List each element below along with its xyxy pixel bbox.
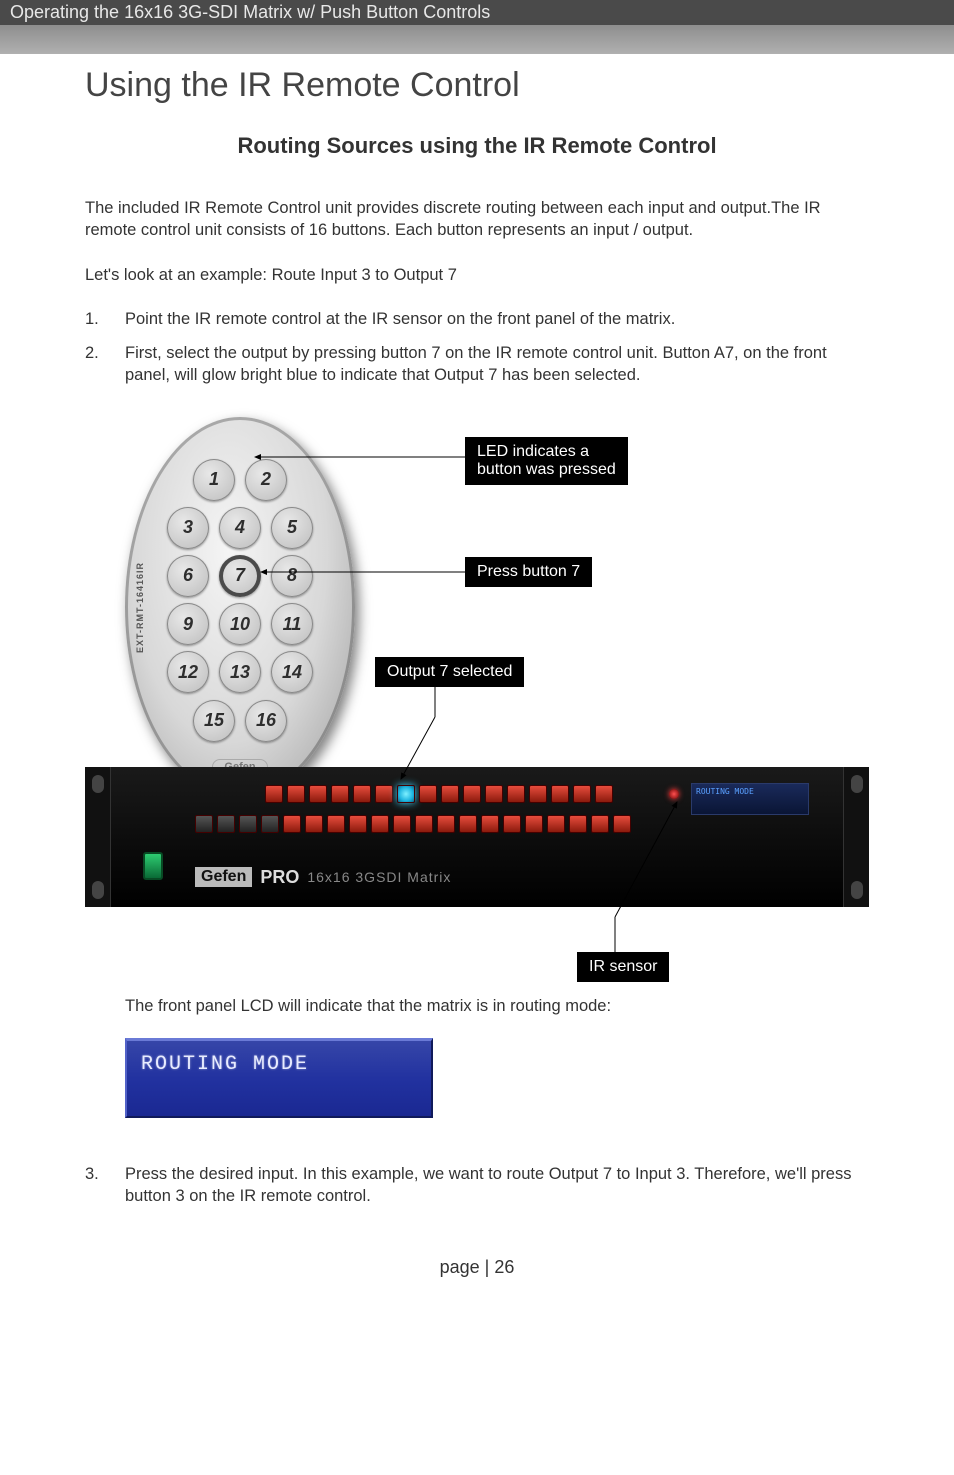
rack-input-led: [349, 815, 367, 833]
remote-button-2: 2: [245, 459, 287, 501]
step-3: 3. Press the desired input. In this exam…: [85, 1163, 869, 1208]
section-heading: Routing Sources using the IR Remote Cont…: [85, 133, 869, 159]
rack-input-led: [393, 815, 411, 833]
rack-output-led: [573, 785, 591, 803]
step-number: 2.: [85, 342, 125, 387]
rack-input-led: [327, 815, 345, 833]
step-text: Point the IR remote control at the IR se…: [125, 308, 869, 330]
rack-output-led: [463, 785, 481, 803]
rack-output-led: [485, 785, 503, 803]
remote-button-8: 8: [271, 555, 313, 597]
rack-output-led: [529, 785, 547, 803]
rack-output-led: [287, 785, 305, 803]
rack-input-led: [437, 815, 455, 833]
rack-input-led: [261, 815, 279, 833]
rack-output-led: [331, 785, 349, 803]
rack-output-led: [309, 785, 327, 803]
rack-lcd: ROUTING MODE: [691, 783, 809, 815]
mounting-hole-icon: [92, 881, 104, 899]
rack-input-led: [239, 815, 257, 833]
step-list-continued: 3. Press the desired input. In this exam…: [85, 1163, 869, 1208]
page-title: Using the IR Remote Control: [0, 54, 954, 105]
rack-input-led: [371, 815, 389, 833]
rack-output-led: [265, 785, 283, 803]
content-area: Routing Sources using the IR Remote Cont…: [0, 133, 954, 1207]
remote-button-4: 4: [219, 507, 261, 549]
lcd-text: ROUTING MODE: [141, 1053, 417, 1076]
page-header: Operating the 16x16 3G-SDI Matrix w/ Pus…: [0, 0, 954, 54]
diagram: EXT-RMT-16416IR 1 2 3 4 5 6 7 8 9: [85, 417, 869, 987]
rack-input-led: [547, 815, 565, 833]
rack-output-led: [551, 785, 569, 803]
rack-input-led: [481, 815, 499, 833]
rack-input-led: [503, 815, 521, 833]
rack-output-led: [441, 785, 459, 803]
remote-button-10: 10: [219, 603, 261, 645]
rack-output-led: [353, 785, 371, 803]
remote-button-1: 1: [193, 459, 235, 501]
remote-button-14: 14: [271, 651, 313, 693]
rack-input-led: [569, 815, 587, 833]
step-list: 1. Point the IR remote control at the IR…: [85, 308, 869, 387]
power-switch-icon: [143, 852, 163, 880]
callout-output7: Output 7 selected: [375, 657, 524, 687]
rack-logo: Gefen PRO 16x16 3GSDI Matrix: [195, 867, 451, 888]
step-text: Press the desired input. In this example…: [125, 1163, 869, 1208]
step-number: 3.: [85, 1163, 125, 1208]
rack-front-panel: ROUTING MODE Gefen PRO 16x16 3GSDI Matri…: [85, 767, 869, 907]
step-text: First, select the output by pressing but…: [125, 342, 869, 387]
remote-button-6: 6: [167, 555, 209, 597]
rack-input-led: [305, 815, 323, 833]
rack-input-row: [195, 815, 631, 833]
rack-output-led: [419, 785, 437, 803]
example-lead: Let's look at an example: Route Input 3 …: [85, 264, 869, 286]
rack-input-led: [415, 815, 433, 833]
rack-output-led: [595, 785, 613, 803]
lcd-note: The front panel LCD will indicate that t…: [125, 997, 869, 1016]
remote-button-9: 9: [167, 603, 209, 645]
remote-button-5: 5: [271, 507, 313, 549]
rack-output-row: [265, 785, 613, 803]
mounting-hole-icon: [851, 881, 863, 899]
step-1: 1. Point the IR remote control at the IR…: [85, 308, 869, 330]
rack-output-led: [375, 785, 393, 803]
rack-input-led: [459, 815, 477, 833]
remote-button-16: 16: [245, 700, 287, 742]
callout-press7: Press button 7: [465, 557, 592, 587]
remote-button-15: 15: [193, 700, 235, 742]
rack-ear-left: [85, 767, 111, 907]
remote-button-7: 7: [219, 555, 261, 597]
step-2: 2. First, select the output by pressing …: [85, 342, 869, 387]
remote-model-label: EXT-RMT-16416IR: [135, 562, 145, 653]
remote-button-12: 12: [167, 651, 209, 693]
rack-output-led: [397, 785, 415, 803]
rack-input-led: [525, 815, 543, 833]
lcd-panel: ROUTING MODE: [125, 1038, 433, 1118]
page-footer: page | 26: [0, 1257, 954, 1278]
rack-input-led: [613, 815, 631, 833]
rack-input-led: [591, 815, 609, 833]
logo-gefen: Gefen: [195, 867, 252, 887]
rack-ear-right: [843, 767, 869, 907]
step-number: 1.: [85, 308, 125, 330]
rack-input-led: [217, 815, 235, 833]
mounting-hole-icon: [92, 775, 104, 793]
callout-ir: IR sensor: [577, 952, 669, 982]
rack-model: 16x16 3GSDI Matrix: [307, 869, 451, 885]
remote-button-13: 13: [219, 651, 261, 693]
callout-led: LED indicates abutton was pressed: [465, 437, 628, 485]
chapter-label: Operating the 16x16 3G-SDI Matrix w/ Pus…: [0, 0, 954, 25]
ir-sensor-icon: [669, 789, 679, 799]
rack-input-led: [283, 815, 301, 833]
remote-button-11: 11: [271, 603, 313, 645]
rack-input-led: [195, 815, 213, 833]
remote-button-3: 3: [167, 507, 209, 549]
intro-paragraph: The included IR Remote Control unit prov…: [85, 197, 869, 242]
remote-illustration: EXT-RMT-16416IR 1 2 3 4 5 6 7 8 9: [125, 417, 355, 797]
rack-output-led: [507, 785, 525, 803]
remote-button-grid: 1 2 3 4 5 6 7 8 9 10 11: [155, 459, 325, 742]
mounting-hole-icon: [851, 775, 863, 793]
logo-pro: PRO: [260, 867, 299, 888]
